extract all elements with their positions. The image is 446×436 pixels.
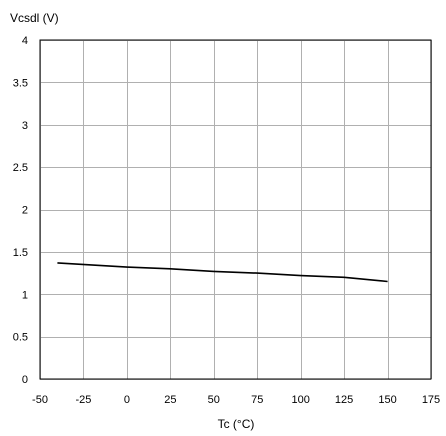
y-tick-labels: 0 0.5 1 1.5 2 2.5 3 3.5 4	[13, 35, 28, 386]
y-tick-label: 0	[22, 374, 28, 386]
y-tick-label: 1.5	[13, 247, 28, 259]
y-tick-label: 3	[22, 120, 28, 132]
x-tick-label: -50	[32, 394, 48, 406]
x-tick-label: 125	[335, 394, 353, 406]
series-layer	[57, 262, 388, 283]
x-tick-label: 50	[208, 394, 220, 406]
x-tick-label: 100	[291, 394, 309, 406]
y-axis-label: Vcsdl (V)	[10, 11, 59, 25]
x-tick-label: 25	[164, 394, 176, 406]
x-tick-label: 175	[422, 394, 440, 406]
x-axis-label: Tc (°C)	[218, 417, 255, 431]
y-tick-label: 1	[22, 289, 28, 301]
x-tick-label: -25	[75, 394, 91, 406]
plot-area-frame	[39, 39, 432, 380]
x-tick-label: 150	[378, 394, 396, 406]
y-tick-label: 3.5	[13, 77, 28, 89]
y-tick-label: 4	[22, 35, 28, 47]
y-tick-label: 2.5	[13, 162, 28, 174]
series-line	[57, 262, 388, 283]
x-tick-label: 0	[124, 394, 130, 406]
x-tick-labels: -50 -25 0 25 50 75 100 125 150 175	[32, 394, 440, 406]
y-tick-label: 2	[22, 205, 28, 217]
x-tick-label: 75	[251, 394, 263, 406]
y-tick-label: 0.5	[13, 332, 28, 344]
